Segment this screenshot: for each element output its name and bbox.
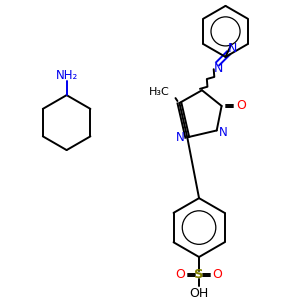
Text: OH: OH <box>189 287 209 300</box>
Text: N: N <box>176 131 185 144</box>
Text: O: O <box>176 268 185 281</box>
Text: NH₂: NH₂ <box>56 69 78 82</box>
Text: S: S <box>194 268 204 281</box>
Text: O: O <box>236 99 246 112</box>
Text: N: N <box>214 62 224 75</box>
Text: O: O <box>213 268 223 281</box>
Text: N: N <box>219 126 228 139</box>
Text: N: N <box>228 42 237 55</box>
Text: H₃C: H₃C <box>148 87 169 97</box>
